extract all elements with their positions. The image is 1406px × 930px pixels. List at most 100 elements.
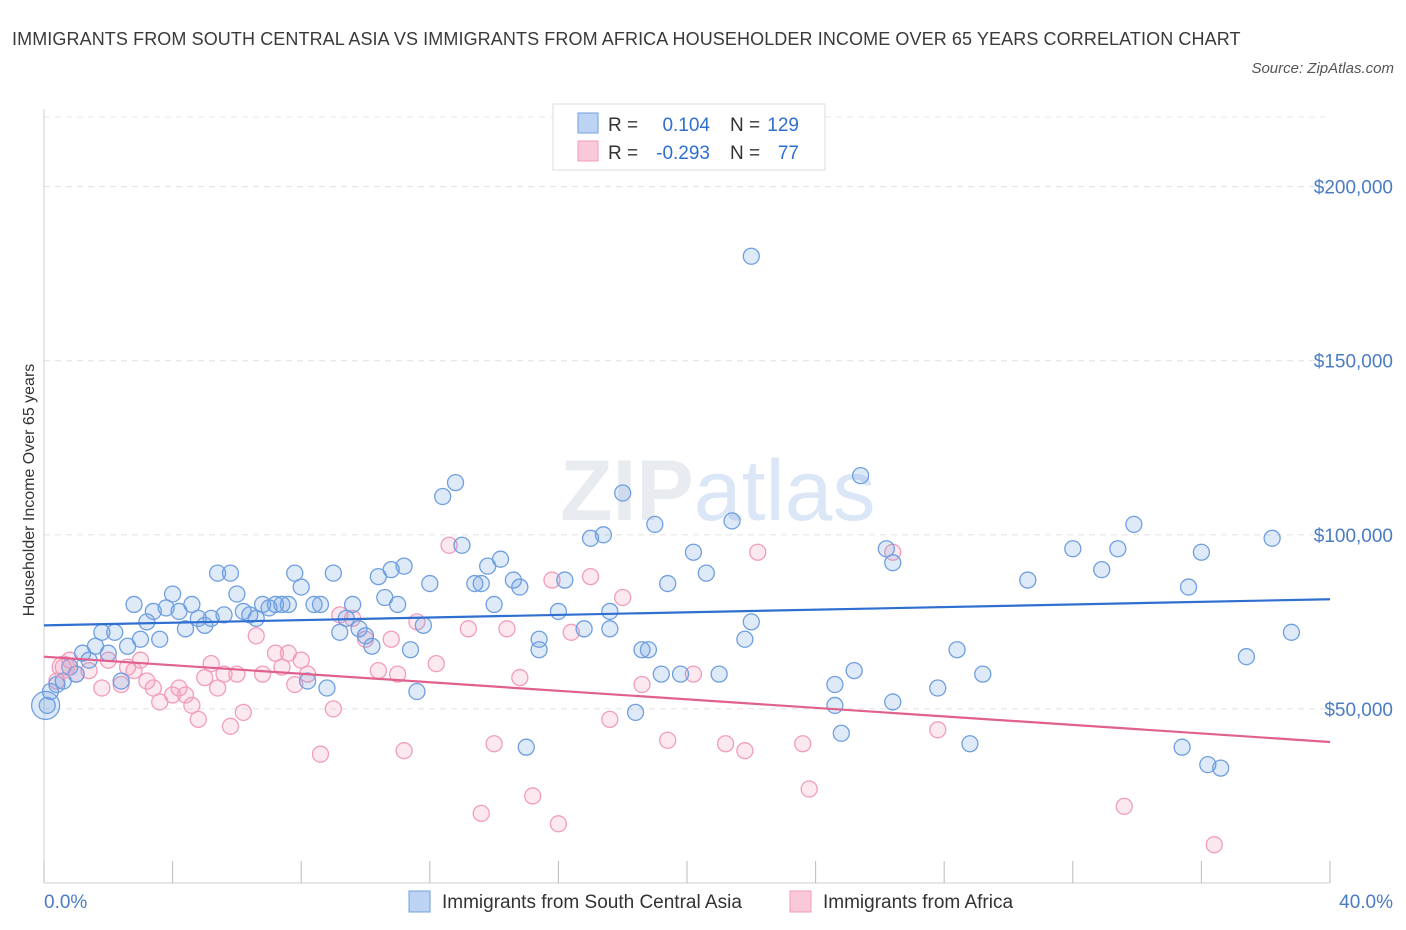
point-series-1-59 (414, 616, 433, 634)
point-series-1-102 (884, 554, 902, 572)
point-series-1-115 (1192, 543, 1211, 561)
point-series-1-37 (273, 595, 291, 614)
point-series-1-89 (684, 543, 703, 561)
point-series-1-114 (1179, 578, 1198, 596)
points-layer (30, 247, 1301, 854)
point-series-2-68 (1115, 797, 1133, 816)
y-tick-labels: $50,000 $100,000 $150,000 $200,000 (1314, 178, 1393, 721)
point-series-1-20 (163, 585, 182, 603)
point-series-1-36 (266, 595, 285, 614)
point-series-1-63 (453, 536, 471, 554)
point-series-1-90 (697, 564, 715, 582)
point-series-1-76 (575, 620, 593, 638)
point-series-2-12 (144, 679, 162, 697)
point-series-1-97 (832, 724, 850, 742)
point-series-2-14 (163, 686, 182, 704)
point-series-1-70 (511, 578, 529, 596)
point-series-1-50 (356, 627, 375, 645)
legend-r-value-1: 0.104 (662, 115, 710, 136)
point-series-2-10 (131, 651, 150, 669)
point-series-1-65 (472, 574, 490, 593)
point-series-1-93 (736, 630, 754, 648)
point-series-1-84 (639, 641, 658, 659)
point-series-1-29 (221, 564, 240, 582)
y-axis-label: Householder Income Over 65 years (21, 364, 38, 617)
point-series-1-81 (614, 484, 632, 502)
point-series-2-32 (292, 651, 310, 669)
point-series-2-60 (684, 665, 703, 683)
point-series-2-64 (794, 735, 812, 753)
point-series-1-41 (298, 672, 317, 690)
point-series-2-67 (929, 721, 947, 739)
chart-source: Source: ZipAtlas.com (1251, 60, 1394, 77)
point-series-2-11 (138, 672, 156, 690)
x-tick-label-max: 40.0% (1339, 892, 1393, 913)
legend-swatch-series-1 (577, 112, 599, 134)
bottom-legend-label-2: Immigrants from Africa (823, 892, 1013, 913)
point-series-1-44 (318, 679, 336, 697)
point-series-1-46 (331, 623, 349, 641)
point-series-2-53 (549, 815, 568, 833)
point-series-2-62 (736, 742, 754, 760)
point-series-1-99 (845, 661, 863, 680)
point-series-1-64 (466, 574, 484, 593)
point-series-2-57 (614, 588, 632, 607)
point-series-1-82 (626, 703, 645, 722)
point-series-1-11 (106, 623, 124, 641)
point-series-1-33 (247, 609, 265, 628)
point-series-2-16 (176, 686, 195, 704)
point-series-1-85 (646, 515, 664, 534)
point-series-1-83 (633, 641, 651, 659)
point-series-1-58 (408, 682, 426, 701)
point-series-1-22 (176, 620, 195, 638)
point-series-1-15 (131, 630, 150, 648)
point-series-1-91 (710, 665, 728, 683)
point-series-1-0 (38, 696, 56, 715)
point-series-2-45 (440, 536, 458, 554)
trend-line-series-1 (43, 598, 1331, 627)
point-series-1-73 (530, 641, 548, 659)
point-series-1-51 (363, 637, 381, 655)
point-series-1-96 (826, 675, 844, 694)
point-series-1-55 (388, 595, 407, 614)
bottom-legend-label-1: Immigrants from South Central Asia (442, 892, 742, 913)
point-series-2-26 (247, 627, 265, 645)
point-series-1-19 (157, 599, 175, 617)
point-series-1-49 (350, 620, 368, 638)
point-series-1-78 (594, 526, 613, 544)
point-series-2-59 (659, 731, 677, 749)
point-series-1-79 (601, 602, 619, 621)
point-series-1-104 (929, 679, 947, 697)
point-series-1-75 (556, 571, 574, 589)
point-series-1-71 (517, 738, 535, 756)
point-series-1-117 (1212, 759, 1230, 777)
point-series-2-44 (427, 654, 445, 673)
point-series-1-40 (292, 578, 310, 596)
point-series-1-101 (877, 540, 895, 558)
legend-n-value-2: 77 (778, 143, 799, 164)
y-tick-label-2: $150,000 (1314, 352, 1393, 373)
point-series-2-5 (93, 679, 111, 697)
legend-swatch-series-2 (577, 140, 599, 162)
bottom-legend-swatch-2 (789, 890, 812, 913)
point-series-1-43 (311, 595, 330, 614)
point-series-1-16 (138, 613, 156, 631)
point-series-1-109 (1064, 540, 1082, 558)
point-series-1-10 (99, 644, 117, 662)
point-series-2-56 (601, 710, 619, 729)
point-series-2-39 (369, 661, 388, 680)
point-series-2-58 (633, 675, 651, 694)
y-tick-label-3: $200,000 (1314, 178, 1393, 199)
point-series-2-49 (498, 620, 516, 638)
point-series-1-5 (67, 665, 85, 683)
bottom-legend-swatch-1 (408, 890, 431, 913)
point-series-1-14 (125, 595, 143, 614)
point-series-2-50 (511, 668, 529, 687)
point-series-1-61 (434, 487, 452, 506)
point-series-2-41 (388, 665, 407, 683)
trend-lines (43, 598, 1331, 744)
point-series-2-17 (183, 696, 201, 715)
point-series-1-56 (395, 557, 413, 575)
point-series-2-20 (202, 654, 220, 673)
point-series-2-19 (196, 668, 214, 687)
